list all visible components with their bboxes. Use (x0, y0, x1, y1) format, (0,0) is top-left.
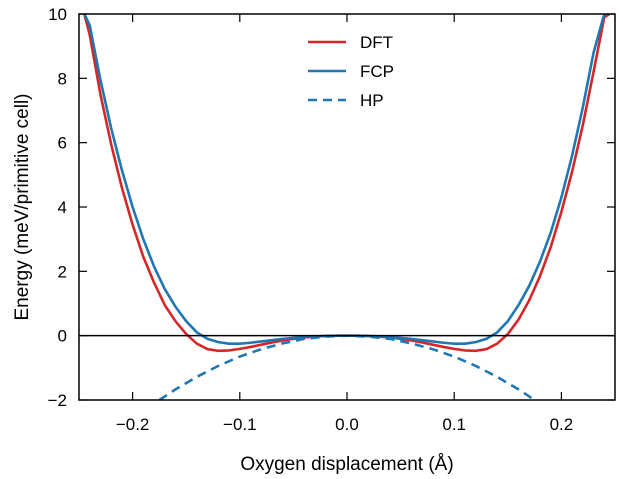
x-tick-label: −0.1 (223, 415, 257, 434)
legend-label-dft: DFT (360, 33, 393, 52)
series-line-dft (83, 14, 611, 353)
x-tick-label: 0.2 (550, 415, 574, 434)
x-tick-label: 0.0 (335, 415, 359, 434)
ticks-layer: −0.2 −0.1 0.0 0.1 0.2 −2 0 2 4 6 8 10 (48, 5, 615, 434)
legend-label-fcp: FCP (360, 62, 394, 81)
legend-label-hp: HP (360, 91, 384, 110)
x-tick-label: 0.1 (442, 415, 466, 434)
plot-frame (78, 13, 616, 401)
series-line-hp (158, 334, 536, 400)
x-axis-label: Oxygen displacement (Å) (240, 454, 453, 475)
legend: DFT FCP HP (308, 33, 394, 110)
y-tick-label: 8 (58, 69, 67, 88)
y-tick-label: 2 (58, 262, 67, 281)
y-tick-label: 4 (58, 198, 67, 217)
y-axis-label: Energy (meV/primitive cell) (12, 94, 33, 321)
y-tick-label: −2 (48, 391, 67, 410)
y-tick-label: 0 (58, 327, 67, 346)
x-tick-label: −0.2 (116, 415, 150, 434)
y-tick-label: 10 (48, 5, 67, 24)
series-layer (83, 14, 611, 400)
y-tick-label: 6 (58, 134, 67, 153)
